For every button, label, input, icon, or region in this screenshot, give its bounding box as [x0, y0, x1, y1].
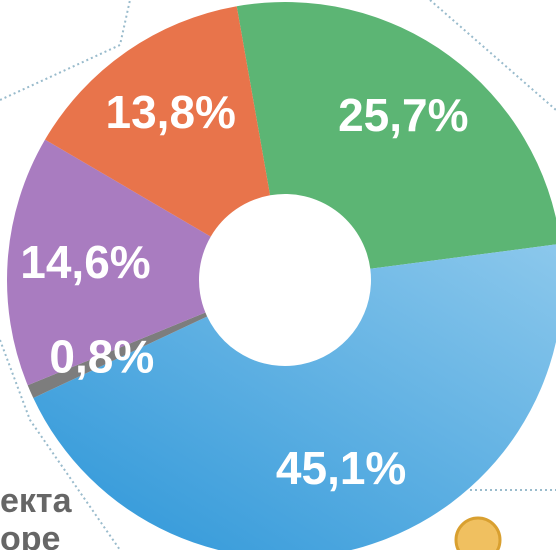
- donut-slice: [236, 2, 556, 269]
- coin-icon: [454, 516, 502, 550]
- donut-slice: [45, 6, 271, 237]
- fragment-text: екта: [0, 482, 73, 520]
- donut-slice: [33, 244, 556, 550]
- data-label: 13,8%: [106, 86, 236, 138]
- fragment-text: оре: [0, 520, 60, 550]
- donut-slice: [6, 139, 211, 386]
- data-label: 25,7%: [338, 89, 468, 141]
- data-label: 45,1%: [276, 442, 406, 494]
- donut-slice: [27, 312, 208, 399]
- data-label: 14,6%: [20, 236, 150, 288]
- data-label: 0,8%: [49, 330, 154, 382]
